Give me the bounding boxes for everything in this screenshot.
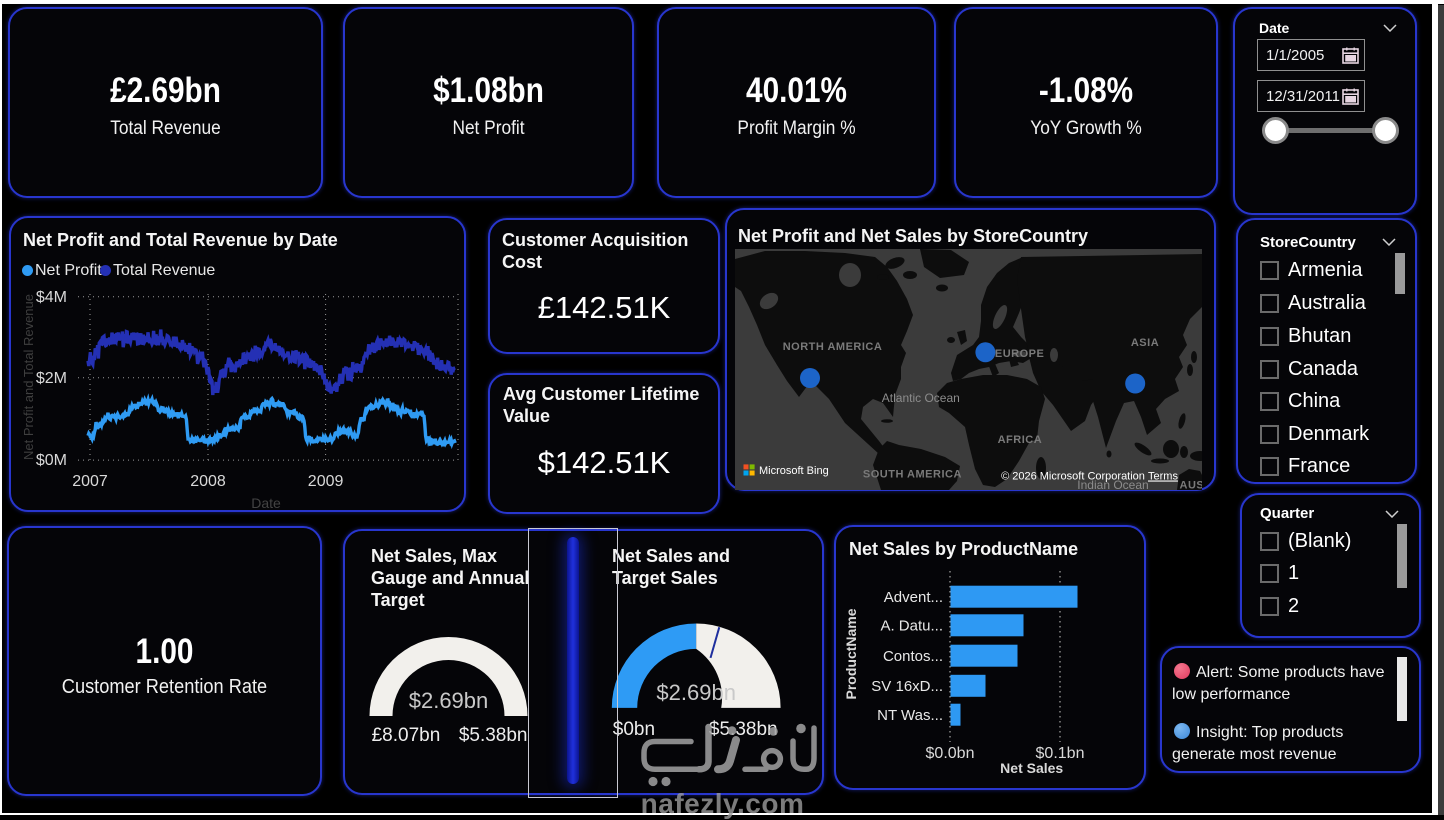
svg-text:$2.69bn: $2.69bn bbox=[409, 688, 489, 713]
svg-text:$0M: $0M bbox=[36, 452, 67, 469]
svg-text:2008: 2008 bbox=[190, 473, 226, 490]
svg-text:$5.38bn: $5.38bn bbox=[459, 725, 528, 746]
svg-text:$2M: $2M bbox=[36, 370, 67, 387]
svg-text:Atlantic Ocean: Atlantic Ocean bbox=[882, 391, 960, 405]
svg-text:AFRICA: AFRICA bbox=[998, 434, 1043, 446]
svg-text:Advent...: Advent... bbox=[884, 589, 943, 606]
svg-text:ASIA: ASIA bbox=[1131, 337, 1159, 349]
svg-text:Terms: Terms bbox=[1148, 471, 1178, 483]
svg-text:ProductName: ProductName bbox=[843, 608, 859, 699]
svg-text:Contos...: Contos... bbox=[883, 648, 943, 665]
svg-text:$0bn: $0bn bbox=[613, 719, 655, 740]
svg-text:Indian Ocean: Indian Ocean bbox=[1077, 478, 1148, 490]
svg-text:$5.38bn: $5.38bn bbox=[709, 719, 778, 740]
svg-text:$0.0bn: $0.0bn bbox=[926, 745, 975, 762]
svg-text:$4M: $4M bbox=[36, 289, 67, 306]
svg-text:SOUTH AMERICA: SOUTH AMERICA bbox=[863, 469, 962, 481]
svg-text:Date: Date bbox=[251, 495, 281, 510]
svg-text:Net Profit and Total Revenue: Net Profit and Total Revenue bbox=[21, 294, 36, 460]
svg-text:NORTH AMERICA: NORTH AMERICA bbox=[783, 341, 883, 353]
svg-text:2009: 2009 bbox=[308, 473, 344, 490]
svg-text:$0.1bn: $0.1bn bbox=[1036, 745, 1085, 762]
svg-text:£8.07bn: £8.07bn bbox=[372, 725, 441, 746]
svg-text:AUS: AUS bbox=[1180, 480, 1202, 491]
svg-text:SV 16xD...: SV 16xD... bbox=[871, 678, 943, 695]
svg-text:2007: 2007 bbox=[72, 473, 108, 490]
svg-text:$2.69bn: $2.69bn bbox=[656, 680, 736, 705]
svg-text:EUROPE: EUROPE bbox=[995, 348, 1044, 360]
svg-text:© 2026 Microsoft Corporation: © 2026 Microsoft Corporation bbox=[1001, 471, 1145, 483]
svg-text:Microsoft Bing: Microsoft Bing bbox=[759, 465, 829, 477]
svg-text:A. Datu...: A. Datu... bbox=[880, 618, 943, 635]
svg-text:NT Was...: NT Was... bbox=[877, 707, 943, 724]
svg-text:Net Sales: Net Sales bbox=[1000, 760, 1063, 776]
